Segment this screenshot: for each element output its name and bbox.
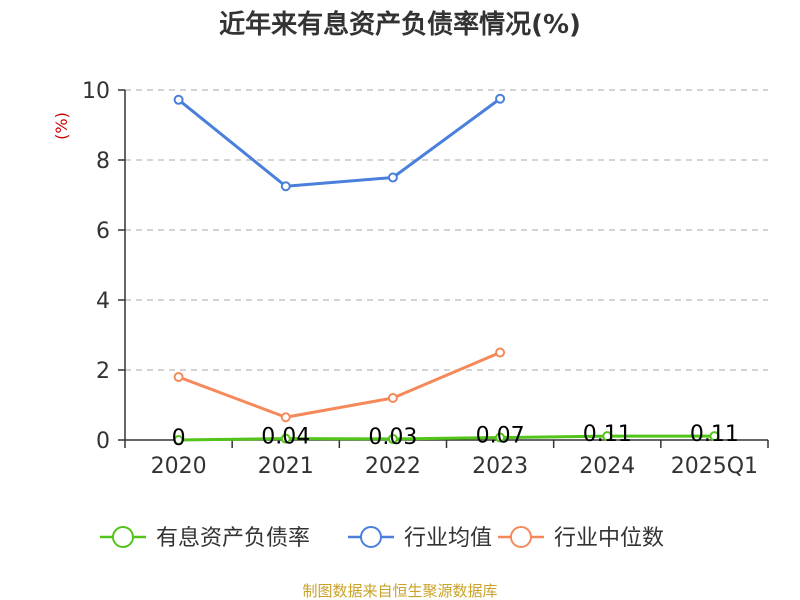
tick-labels: 0 2 4 6 8 10 2020 2021 2022 2023 2024 2025Q1: [82, 79, 758, 479]
data-label-2020: 0: [172, 426, 186, 451]
legend-marker-1: [112, 526, 134, 548]
series-2-point-2021: [280, 181, 291, 192]
series-3-point-2020: [173, 372, 184, 382]
series-1-point-2024: [602, 431, 613, 442]
y-tick-label-10: 10: [82, 79, 110, 104]
legend: 有息资产负债率 行业均值 行业中位数: [100, 526, 664, 551]
y-tick-label-2: 2: [96, 359, 110, 384]
series-1-point-2022: [387, 433, 398, 444]
legend-label-2: 行业均值: [404, 526, 492, 551]
series-3-point-2023: [495, 347, 506, 358]
data-label-2021: 0.04: [261, 425, 310, 450]
x-tick-label-2025Q1: 2025Q1: [671, 454, 758, 479]
y-tick-label-4: 4: [96, 289, 110, 314]
y-tick-label-6: 6: [96, 219, 110, 244]
series-1-point-2020: [173, 435, 184, 445]
series-1-point-2023: [495, 432, 506, 443]
data-label-2024: 0.11: [583, 422, 632, 447]
source-note: 制图数据来自恒生聚源数据库: [302, 582, 497, 600]
chart-title: 近年来有息资产负债率情况(%): [219, 9, 581, 40]
series-1-point-2025Q1: [709, 431, 720, 442]
series-line-3: [178, 351, 501, 419]
data-label-2023: 0.07: [476, 424, 525, 449]
series-line-1: [178, 434, 715, 442]
legend-marker-2: [360, 526, 382, 548]
x-tick-label-2024: 2024: [579, 454, 635, 479]
data-labels: 0 0.04 0.03 0.07 0.11 0.11: [172, 422, 739, 451]
axes: [118, 89, 769, 448]
series-3-point-2021: [280, 412, 291, 423]
x-tick-label-2022: 2022: [365, 454, 421, 479]
data-label-2022: 0.03: [368, 425, 417, 450]
series-2-point-2020: [173, 94, 184, 105]
series-line-2: [177, 97, 501, 188]
data-label-2025Q1: 0.11: [690, 422, 739, 447]
series-1-point-2021: [280, 433, 291, 444]
grid-lines: [125, 89, 768, 371]
x-tick-label-2021: 2021: [258, 454, 314, 479]
y-tick-label-8: 8: [96, 149, 110, 174]
legend-label-3: 行业中位数: [554, 526, 664, 551]
y-axis-unit: (%): [52, 112, 71, 140]
y-tick-label-0: 0: [96, 429, 110, 454]
x-tick-label-2020: 2020: [151, 454, 207, 479]
series-group: [173, 93, 720, 445]
x-tick-label-2023: 2023: [472, 454, 528, 479]
legend-marker-3: [510, 526, 532, 548]
series-2-point-2022: [387, 172, 398, 183]
legend-label-1: 有息资产负债率: [156, 526, 310, 551]
series-2-point-2023: [495, 93, 506, 104]
series-3-point-2022: [387, 393, 398, 403]
